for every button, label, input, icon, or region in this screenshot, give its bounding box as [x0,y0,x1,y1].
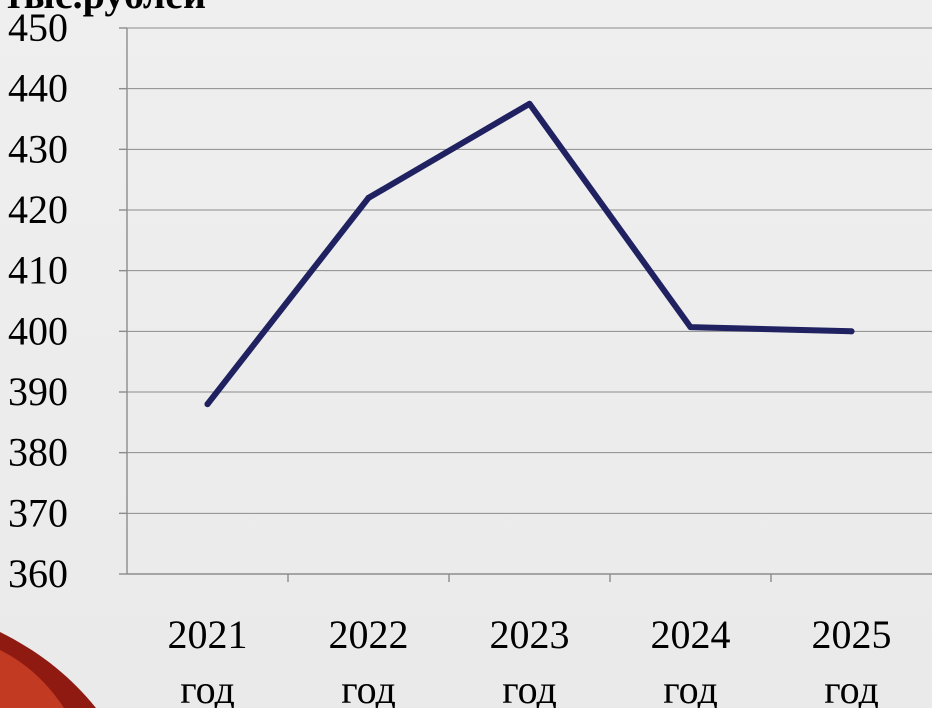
y-tick-label: 440 [8,66,68,111]
data-point [526,100,533,107]
y-tick-label: 430 [8,126,68,171]
axes [126,28,932,575]
y-tick-label: 410 [8,248,68,293]
unit-label: тыс.рублей [4,0,206,17]
data-point [365,194,372,201]
data-point [687,324,694,331]
y-tick-label: 400 [8,308,68,353]
gridlines [127,27,932,514]
data-point [848,328,855,335]
x-tick-label: 2021 год [168,612,248,708]
x-axis-ticks: 2021 год 2022 год 2023 год 2024 год 2025 год [168,574,892,708]
series-group [204,100,855,408]
x-tick-label: 2025 год [812,612,892,708]
y-tick-label: 360 [8,551,68,596]
decorative-swoosh [0,632,96,708]
y-tick-label: 420 [8,187,68,232]
x-tick-label: 2023 год [490,612,570,708]
y-tick-label: 380 [8,430,68,475]
x-tick-label: 2024 год [651,612,731,708]
y-axis-ticks: 360 370 380 390 400 410 420 430 440 450 [8,5,127,596]
data-point [204,401,211,408]
y-tick-label: 450 [8,5,68,50]
x-tick-label: 2022 год [329,612,409,708]
y-tick-label: 370 [8,490,68,535]
y-tick-label: 390 [8,369,68,414]
